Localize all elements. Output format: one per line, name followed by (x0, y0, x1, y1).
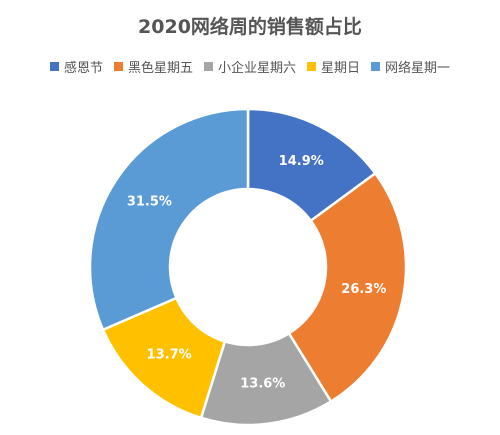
data-label-black-friday: 26.3% (341, 282, 386, 297)
slice-black-friday (287, 171, 408, 404)
legend-swatch (371, 62, 381, 71)
legend-swatch (49, 62, 59, 71)
data-label-sunday: 13.7% (147, 347, 192, 362)
data-label-thanksgiving: 14.9% (279, 154, 324, 169)
legend-label: 网络星期一 (385, 61, 451, 76)
legend-item-sunday: 星期日 (307, 57, 360, 76)
data-label-small-business-saturday: 13.6% (240, 377, 285, 392)
slice-thanksgiving (246, 107, 377, 223)
data-label-cyber-monday: 31.5% (127, 195, 172, 210)
legend-item-small-business-saturday: 小企业星期六 (203, 57, 296, 76)
legend-label: 星期日 (321, 61, 361, 76)
legend-item-thanksgiving: 感恩节 (49, 57, 103, 76)
legend-item-black-friday: 黑色星期五 (113, 57, 193, 76)
donut-labels: 14.9% 26.3% 13.6% 13.7% 31.5% (127, 154, 387, 391)
legend-item-cyber-monday: 网络星期一 (371, 57, 450, 76)
slice-cyber-monday (88, 107, 250, 332)
legend-label: 感恩节 (63, 61, 103, 76)
chart-legend: 感恩节 黑色星期五 小企业星期六 星期日 网络星期一 (0, 57, 500, 76)
legend-label: 黑色星期五 (127, 61, 193, 76)
legend-swatch (113, 62, 123, 71)
legend-label: 小企业星期六 (217, 61, 296, 76)
legend-swatch (203, 62, 213, 71)
legend-swatch (307, 62, 316, 71)
chart-title: 2020网络周的销售额占比 (138, 16, 362, 38)
donut-slices (88, 107, 408, 427)
